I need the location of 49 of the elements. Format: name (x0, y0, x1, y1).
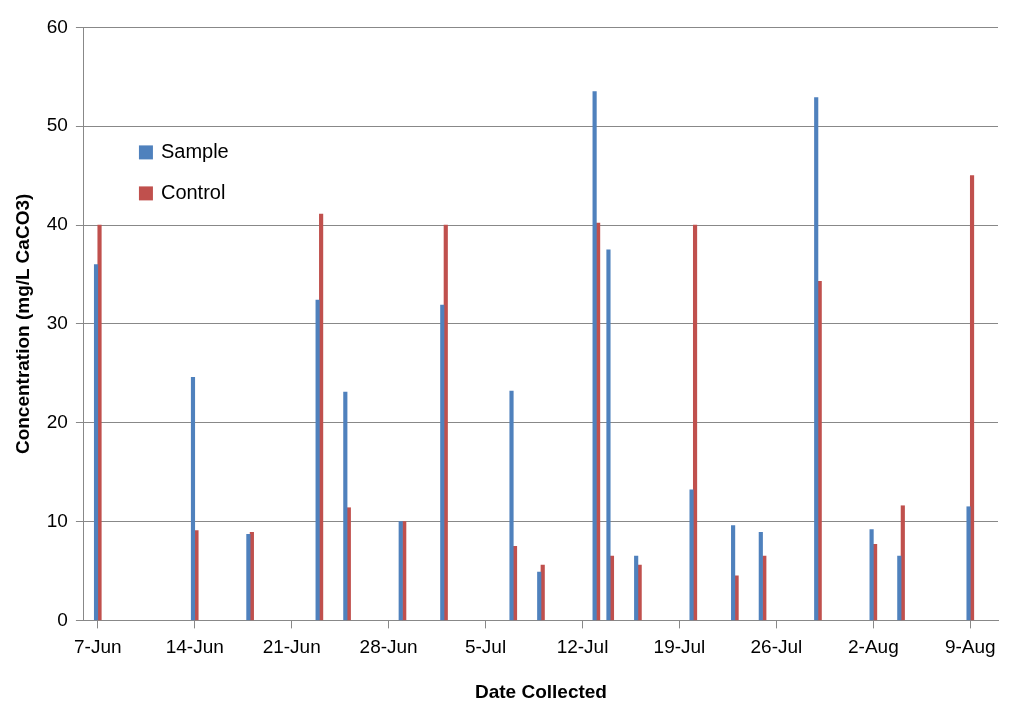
y-tick-label: 40 (46, 213, 68, 235)
bar (897, 555, 902, 621)
bar (606, 249, 611, 621)
x-tick-label: 9-Aug (944, 636, 996, 658)
bar (194, 530, 199, 621)
x-tick-label: 28-Jun (359, 636, 418, 658)
bar (509, 390, 514, 621)
y-tick-label: 10 (46, 509, 68, 531)
legend-label: Sample (160, 139, 229, 162)
bar (190, 376, 196, 621)
bar (734, 575, 739, 621)
bar (398, 521, 403, 621)
y-tick-label: 20 (46, 410, 68, 432)
bar (443, 224, 448, 621)
x-tick-label: 26-Jul (750, 636, 803, 658)
bar (637, 564, 642, 621)
bar (689, 489, 694, 621)
bar (592, 91, 597, 621)
y-tick-label: 60 (46, 15, 68, 37)
bar (969, 175, 975, 621)
bar (817, 281, 822, 621)
bar (540, 564, 545, 621)
bar (966, 506, 971, 621)
bar (814, 97, 819, 621)
x-tick-label: 19-Jul (653, 636, 706, 658)
x-tick-label: 12-Jul (556, 636, 609, 658)
bar (97, 224, 102, 621)
bar (731, 525, 736, 621)
bar (869, 529, 874, 621)
bar (315, 299, 320, 621)
x-tick-label: 5-Jul (464, 636, 507, 658)
y-tick-label: 30 (46, 312, 68, 334)
x-axis-title: Date Collected (474, 680, 607, 702)
bar (93, 264, 99, 621)
y-tick-label: 0 (57, 608, 68, 630)
y-axis-title: Concentration (mg/L CaCO3) (11, 193, 33, 455)
x-tick-label: 7-Jun (74, 636, 122, 658)
bar (343, 391, 348, 621)
legend-label: Control (160, 180, 226, 203)
bar (440, 304, 445, 621)
x-tick-label: 21-Jun (262, 636, 321, 658)
x-tick-label: 2-Aug (848, 636, 899, 658)
bar (537, 571, 542, 621)
bar (900, 505, 905, 621)
bar (758, 532, 763, 621)
bar (634, 555, 639, 621)
x-tick-label: 14-Jun (165, 636, 224, 658)
y-tick-label: 50 (46, 114, 68, 136)
bar (346, 507, 351, 621)
